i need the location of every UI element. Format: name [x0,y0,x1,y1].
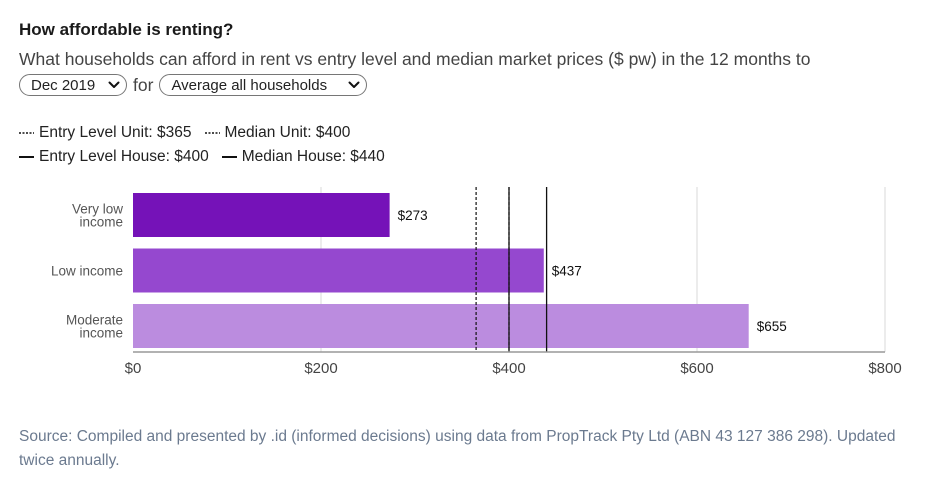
bar-value-label: $437 [552,264,582,279]
legend-label: Entry Level Unit: $365 [39,124,192,141]
solid-line-icon [221,156,237,158]
x-tick-label: $600 [680,360,713,377]
dotted-line-icon [19,132,34,134]
controls-connector: for [133,74,154,95]
chart-controls: Dec 2019 for Average all households [19,74,368,96]
legend-row-units: Entry Level Unit: $365 Median Unit: $400 [19,121,398,145]
x-tick-label: $800 [868,360,901,377]
bar [133,248,544,293]
legend-row-houses: Entry Level House: $400 Median House: $4… [19,145,398,169]
legend-label: Entry Level House: $400 [39,148,209,165]
chart-subtitle: What households can afford in rent vs en… [19,49,811,69]
chart-title: How affordable is renting? [19,20,234,39]
dotted-line-icon [204,132,220,134]
legend-item-median-house[interactable]: Median House: $440 [221,148,385,166]
bar-value-label: $655 [757,319,787,334]
legend-label: Median House: $440 [241,148,385,165]
solid-line-icon [19,156,34,158]
chart-legend: Entry Level Unit: $365 Median Unit: $400… [19,121,398,169]
bar-chart: $273 Very low income $437 Low income $655 Mode… [51,187,902,377]
legend-item-entry-level-house[interactable]: Entry Level House: $400 [19,148,209,166]
chevron-down-icon [108,81,120,88]
legend-label: Median Unit: $400 [224,124,351,141]
period-select-value: Dec 2019 [31,76,96,94]
chevron-down-icon [348,81,360,88]
x-tick-label: $200 [304,360,337,377]
period-select[interactable]: Dec 2019 [19,74,127,96]
household-select-value: Average all households [171,76,328,94]
legend-item-entry-level-unit[interactable]: Entry Level Unit: $365 [19,124,192,142]
category-label: Very low income [72,202,123,230]
bar [133,304,749,348]
bar [133,193,390,237]
legend-item-median-unit[interactable]: Median Unit: $400 [204,124,351,142]
source-note: Source: Compiled and presented by .id (i… [19,428,896,469]
household-select[interactable]: Average all households [159,74,368,96]
category-label: Moderate income [66,313,123,341]
x-tick-label: $400 [492,360,525,377]
bar-value-label: $273 [398,208,428,223]
x-tick-label: $0 [125,360,142,377]
category-label: Low income [51,264,123,279]
